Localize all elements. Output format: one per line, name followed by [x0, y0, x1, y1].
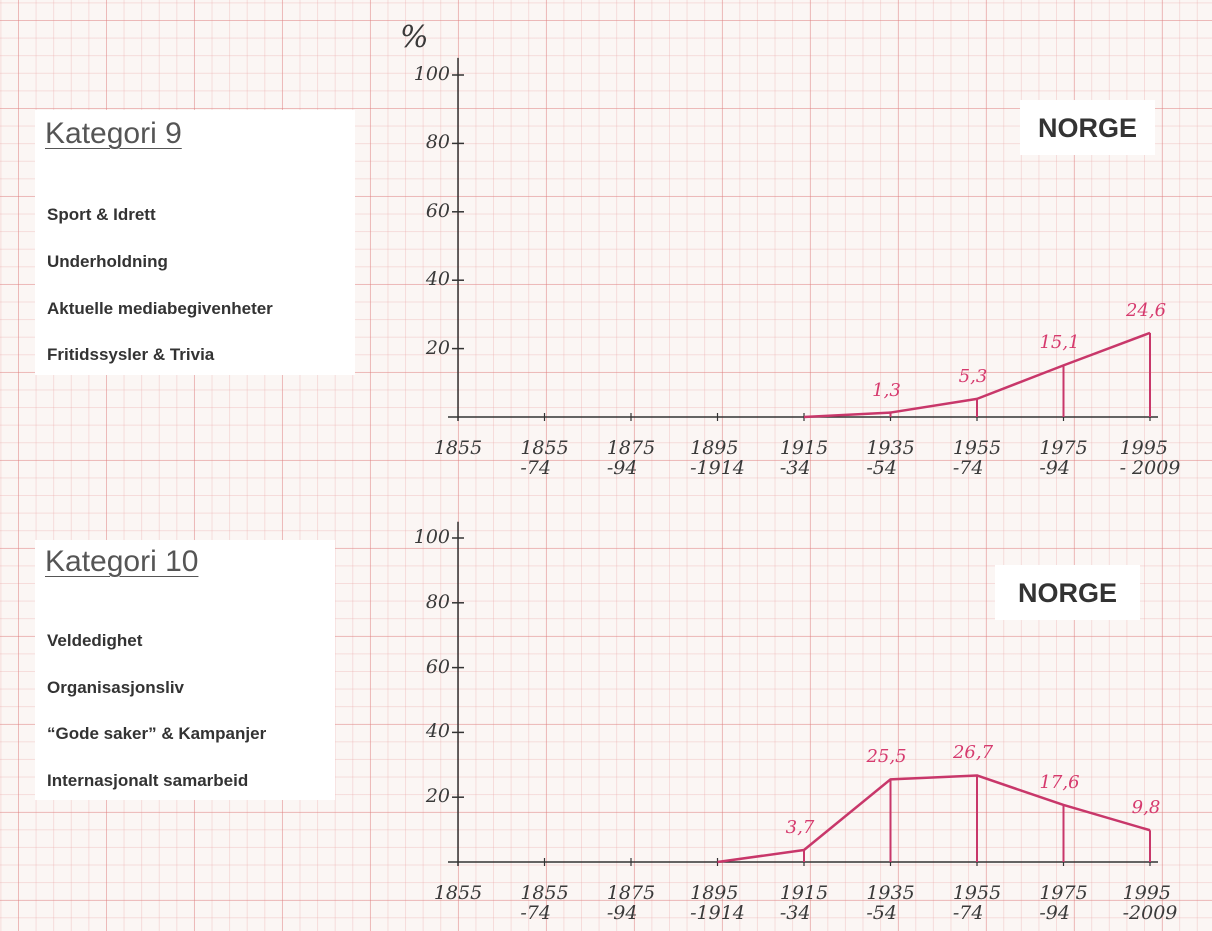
category-item: Fritidssysler & Trivia	[47, 345, 215, 364]
category-item: Underholdning	[47, 252, 168, 271]
x-tick-label: 1955 -74	[952, 437, 1002, 479]
y-tick-label: 80	[425, 131, 450, 154]
value-label: 1,3	[872, 379, 901, 401]
y-tick-label: 100	[413, 63, 450, 86]
y-tick-label: 40	[425, 720, 450, 743]
data-line	[717, 774, 1151, 864]
x-tick-label: 1855	[433, 437, 483, 459]
data-line	[803, 331, 1151, 419]
x-tick-label: 1935 -54	[866, 437, 915, 479]
x-tick-label: 1995 - 2009	[1119, 437, 1181, 479]
category-item: Aktuelle mediabegivenheter	[47, 299, 273, 318]
category-title: Kategori 10	[45, 545, 199, 578]
value-label: 15,1	[1039, 332, 1080, 354]
y-tick-label: 100	[413, 526, 450, 549]
y-tick-label: 60	[425, 655, 450, 678]
x-tick-label: 1855	[433, 882, 483, 904]
x-tick-label: 1975 -94	[1039, 437, 1088, 479]
value-label: 5,3	[958, 365, 988, 387]
x-tick-label: 1875 -94	[606, 437, 656, 479]
y-tick-label: 20	[425, 785, 450, 808]
x-tick-label: 1935 -54	[866, 882, 915, 924]
y-tick-label: 40	[425, 268, 450, 291]
x-tick-label: 1895 -1914	[690, 437, 745, 479]
category-item: “Gode saker” & Kampanjer	[47, 724, 267, 743]
value-label: 17,6	[1039, 772, 1080, 794]
category-item: Internasjonalt samarbeid	[47, 771, 249, 790]
value-label: 26,7	[952, 742, 994, 764]
x-tick-label: 1975 -94	[1039, 882, 1088, 924]
x-tick-label: 1855 -74	[520, 882, 569, 924]
value-label: 24,6	[1125, 299, 1167, 321]
annotation: NORGE	[1017, 577, 1118, 608]
value-label: 25,5	[866, 746, 907, 768]
annotation: NORGE	[1037, 112, 1138, 143]
annotation-box	[1020, 100, 1155, 155]
category-item: Organisasjonsliv	[47, 678, 184, 697]
x-tick-label: 1855 -74	[520, 437, 569, 479]
category-panel	[35, 110, 355, 375]
category-panel	[35, 540, 335, 800]
x-tick-label: 1895 -1914	[690, 882, 745, 924]
x-tick-label: 1875 -94	[606, 882, 656, 924]
category-item: Sport & Idrett	[47, 205, 156, 224]
y-tick-label: 20	[425, 336, 450, 359]
annotation-box	[995, 565, 1140, 620]
y-tick-label: 60	[425, 199, 450, 222]
x-tick-label: 1915 -34	[779, 882, 829, 924]
value-label: 3,7	[785, 817, 815, 839]
y-axis-label: %	[400, 20, 429, 55]
value-label: 9,8	[1131, 797, 1161, 819]
y-tick-label: 80	[425, 590, 450, 613]
x-tick-label: 1995 -2009	[1122, 882, 1178, 924]
category-title: Kategori 9	[45, 117, 182, 150]
x-tick-label: 1955 -74	[952, 882, 1002, 924]
x-tick-label: 1915 -34	[779, 437, 829, 479]
category-item: Veldedighet	[47, 631, 143, 650]
